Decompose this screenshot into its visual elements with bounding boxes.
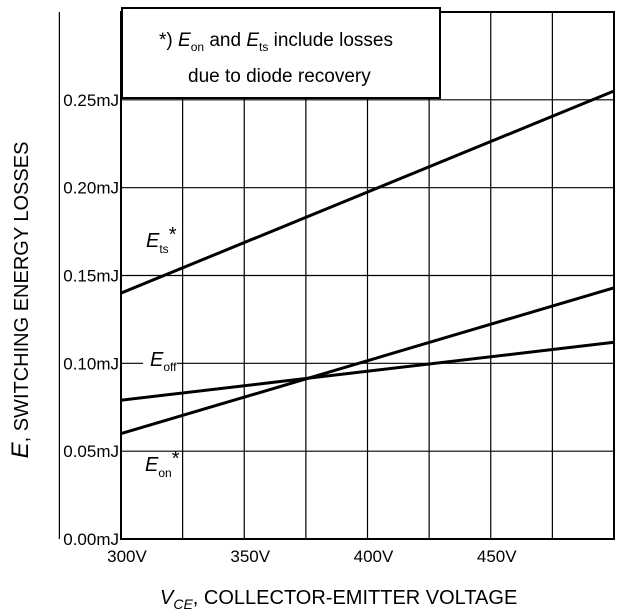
y-tick-label: 0.25mJ (63, 91, 119, 110)
y-axis-label: E, SWITCHING ENERGY LOSSES (7, 142, 34, 459)
annotation-line-2: due to diode recovery (188, 66, 371, 87)
x-tick-label: 400V (354, 547, 394, 566)
x-tick-label: 450V (477, 547, 517, 566)
y-tick-label: 0.15mJ (63, 267, 119, 286)
y-tick-label: 0.00mJ (63, 530, 119, 549)
y-tick-label: 0.05mJ (63, 442, 119, 461)
y-tick-label: 0.20mJ (63, 179, 119, 198)
series-label-background (136, 228, 166, 262)
x-tick-label: 300V (107, 547, 147, 566)
series-label-background (138, 452, 178, 484)
series-label-ets-text: Ets* (146, 224, 177, 256)
series-line-eon (120, 286, 615, 436)
series-label-eon: Eon* (138, 448, 180, 484)
series-label-eoff: Eoff (143, 348, 177, 374)
gridlines (58, 12, 614, 539)
series-label-eon-text: Eon* (145, 448, 180, 480)
y-tick-label: 0.10mJ (63, 354, 119, 373)
annotation-frame (121, 7, 441, 99)
series-label-background (143, 348, 177, 374)
series-line-ets (120, 89, 615, 295)
series-label-ets: Ets* (136, 224, 177, 262)
series-line-eoff (120, 340, 615, 402)
x-axis-label: VCE, COLLECTOR-EMITTER VOLTAGE (160, 587, 517, 612)
x-tick-labels: 300V 350V 400V 450V (107, 547, 517, 566)
annotation-box: *) Eon and Ets include losses due to dio… (121, 7, 441, 99)
annotation-line-1: *) Eon and Ets include losses (159, 30, 393, 54)
series-label-eoff-text: Eoff (150, 349, 177, 374)
series-lines (120, 89, 615, 436)
x-tick-label: 350V (230, 547, 270, 566)
y-tick-labels: 0.00mJ 0.05mJ 0.10mJ 0.15mJ 0.20mJ 0.25mJ (63, 91, 119, 549)
